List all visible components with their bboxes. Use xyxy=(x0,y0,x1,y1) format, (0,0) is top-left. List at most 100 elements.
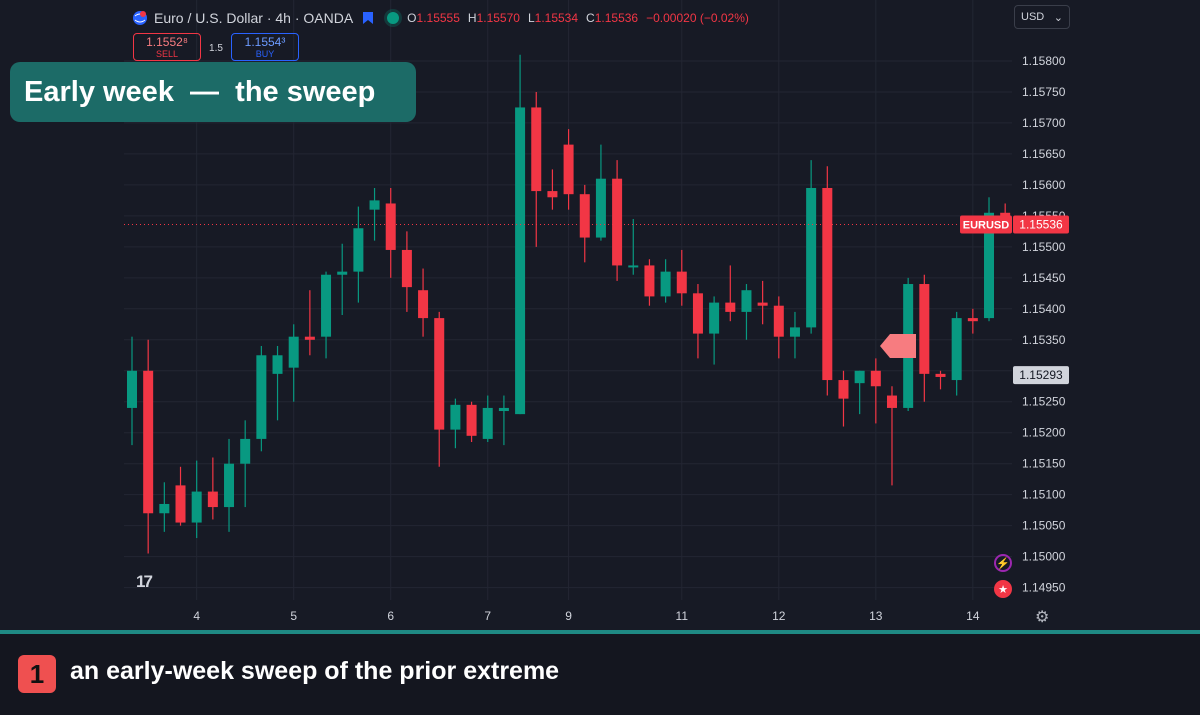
candle xyxy=(595,144,606,241)
candle-body xyxy=(175,485,186,523)
candle xyxy=(224,438,235,532)
price-markers: EURUSD 1.15536 1.15293 xyxy=(960,215,1069,385)
time-tick-label: 12 xyxy=(772,609,786,623)
headline-banner: Early week — the sweep xyxy=(10,62,416,122)
marked-price-tag-bg xyxy=(1013,366,1069,385)
candle-body xyxy=(676,271,687,294)
candle-body xyxy=(369,200,380,210)
low-value: 1.15534 xyxy=(534,11,579,25)
symbol-price-tag: EURUSD 1.15536 xyxy=(960,215,1069,234)
candle-body xyxy=(789,327,800,337)
candle-body xyxy=(579,194,590,238)
price-tick-label: 1.15350 xyxy=(1022,333,1066,347)
candle-body xyxy=(224,463,235,508)
marked-price-tag-text: 1.15293 xyxy=(1019,368,1063,382)
candle xyxy=(401,231,412,312)
candle-body xyxy=(741,290,752,312)
open-value: 1.15555 xyxy=(416,11,460,25)
candle-body xyxy=(498,407,509,412)
candle-body xyxy=(563,144,574,195)
candle-body xyxy=(337,271,348,275)
candle xyxy=(143,339,154,554)
candle xyxy=(531,91,542,247)
price-tick-label: 1.15450 xyxy=(1022,271,1066,285)
candle xyxy=(644,259,655,306)
candle xyxy=(369,187,380,241)
instrument-title[interactable]: Euro / U.S. Dollar · 4h · OANDA xyxy=(154,10,354,26)
symbol-header: Euro / U.S. Dollar · 4h · OANDA O1.15555… xyxy=(132,8,749,28)
candle-body xyxy=(418,290,429,319)
price-axis[interactable]: 1.15800 1.15750 1.15700 1.15650 1.15600 1.155… xyxy=(1022,54,1066,595)
candle xyxy=(886,386,897,486)
price-tick-label: 1.15000 xyxy=(1022,550,1066,564)
candle xyxy=(838,370,849,427)
time-tick-label: 4 xyxy=(193,609,200,623)
candle xyxy=(692,284,703,359)
candle xyxy=(919,274,930,402)
candle-body xyxy=(692,293,703,334)
bookmark-flag-icon[interactable] xyxy=(363,12,374,24)
buy-label: BUY xyxy=(255,49,275,59)
candle-body xyxy=(304,336,315,340)
change-value: −0.00020 (−0.02%) xyxy=(646,11,749,25)
candle-body xyxy=(870,370,881,387)
candle-body xyxy=(531,107,542,192)
candle xyxy=(725,265,736,322)
sweep-arrow-icon xyxy=(880,334,916,358)
candle xyxy=(337,243,348,315)
last-price-tag-bg xyxy=(1013,215,1069,234)
candle xyxy=(563,129,574,210)
last-price-tag-text: 1.15536 xyxy=(1019,218,1063,232)
candle xyxy=(498,395,509,446)
sell-button[interactable]: 1.1552⁸ SELL xyxy=(133,33,201,61)
candle-body xyxy=(191,491,202,523)
time-tick-label: 13 xyxy=(869,609,883,623)
candle-body xyxy=(159,503,170,514)
candle xyxy=(288,324,299,402)
candle-body xyxy=(984,212,995,319)
candle-body xyxy=(240,438,251,464)
candle xyxy=(353,206,364,303)
candle xyxy=(321,271,332,359)
candle xyxy=(385,187,396,278)
candle-body xyxy=(644,265,655,297)
candle-body xyxy=(935,373,946,377)
gear-icon[interactable]: ⚙ xyxy=(1035,609,1050,626)
candle-body xyxy=(628,265,639,268)
us-flag-icon[interactable]: ★ xyxy=(994,580,1012,598)
candle xyxy=(450,398,461,449)
candle xyxy=(757,280,768,325)
time-tick-label: 9 xyxy=(565,609,572,623)
time-tick-label: 5 xyxy=(290,609,297,623)
candle xyxy=(175,466,186,526)
time-tick-label: 7 xyxy=(484,609,491,623)
price-tick-label: 1.14950 xyxy=(1022,581,1066,595)
open-label: O xyxy=(407,11,417,25)
price-tick-label: 1.15400 xyxy=(1022,302,1066,316)
candle xyxy=(207,457,218,520)
candle-body xyxy=(773,305,784,337)
candle xyxy=(240,420,251,508)
lightning-icon[interactable]: ⚡ xyxy=(994,554,1012,572)
tradingview-logo-icon[interactable]: 17 xyxy=(136,572,153,591)
candlestick-chart[interactable]: 1.15800 1.15750 1.15700 1.15650 1.15600 1.155… xyxy=(0,0,1200,630)
spread-value: 1.5 xyxy=(209,43,223,54)
candle xyxy=(628,218,639,275)
close-value: 1.15536 xyxy=(594,11,639,25)
candle xyxy=(304,290,315,356)
candle-body xyxy=(886,395,897,408)
high-label: H xyxy=(467,11,477,25)
candle-body xyxy=(806,187,817,328)
candle-body xyxy=(838,380,849,399)
candle-body xyxy=(272,355,283,374)
buy-price: 1.1554³ xyxy=(244,35,286,49)
candle xyxy=(127,336,137,446)
candle-body xyxy=(854,370,865,384)
currency-select[interactable]: USD ⌄ xyxy=(1014,5,1070,29)
candle xyxy=(256,345,267,452)
candle-body xyxy=(660,271,671,297)
candle xyxy=(515,54,526,415)
symbol-tag-text: EURUSD xyxy=(963,220,1010,232)
buy-button[interactable]: 1.1554³ BUY xyxy=(231,33,299,61)
time-axis[interactable]: 4 5 6 7 9 11 12 13 14 xyxy=(193,609,979,623)
